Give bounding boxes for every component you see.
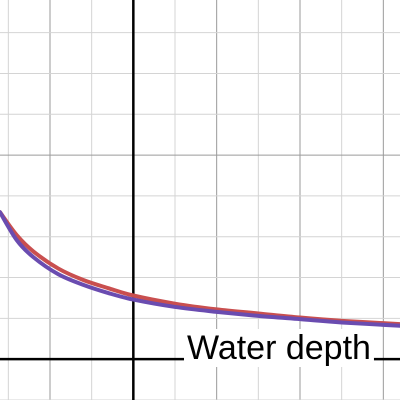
series-line-2 (0, 210, 400, 328)
series-line-1 (0, 210, 400, 327)
annotation-water-depth: Water depth (187, 329, 371, 367)
annotations: Water depth (184, 329, 374, 367)
annotation-background (184, 329, 374, 367)
series (0, 210, 400, 328)
